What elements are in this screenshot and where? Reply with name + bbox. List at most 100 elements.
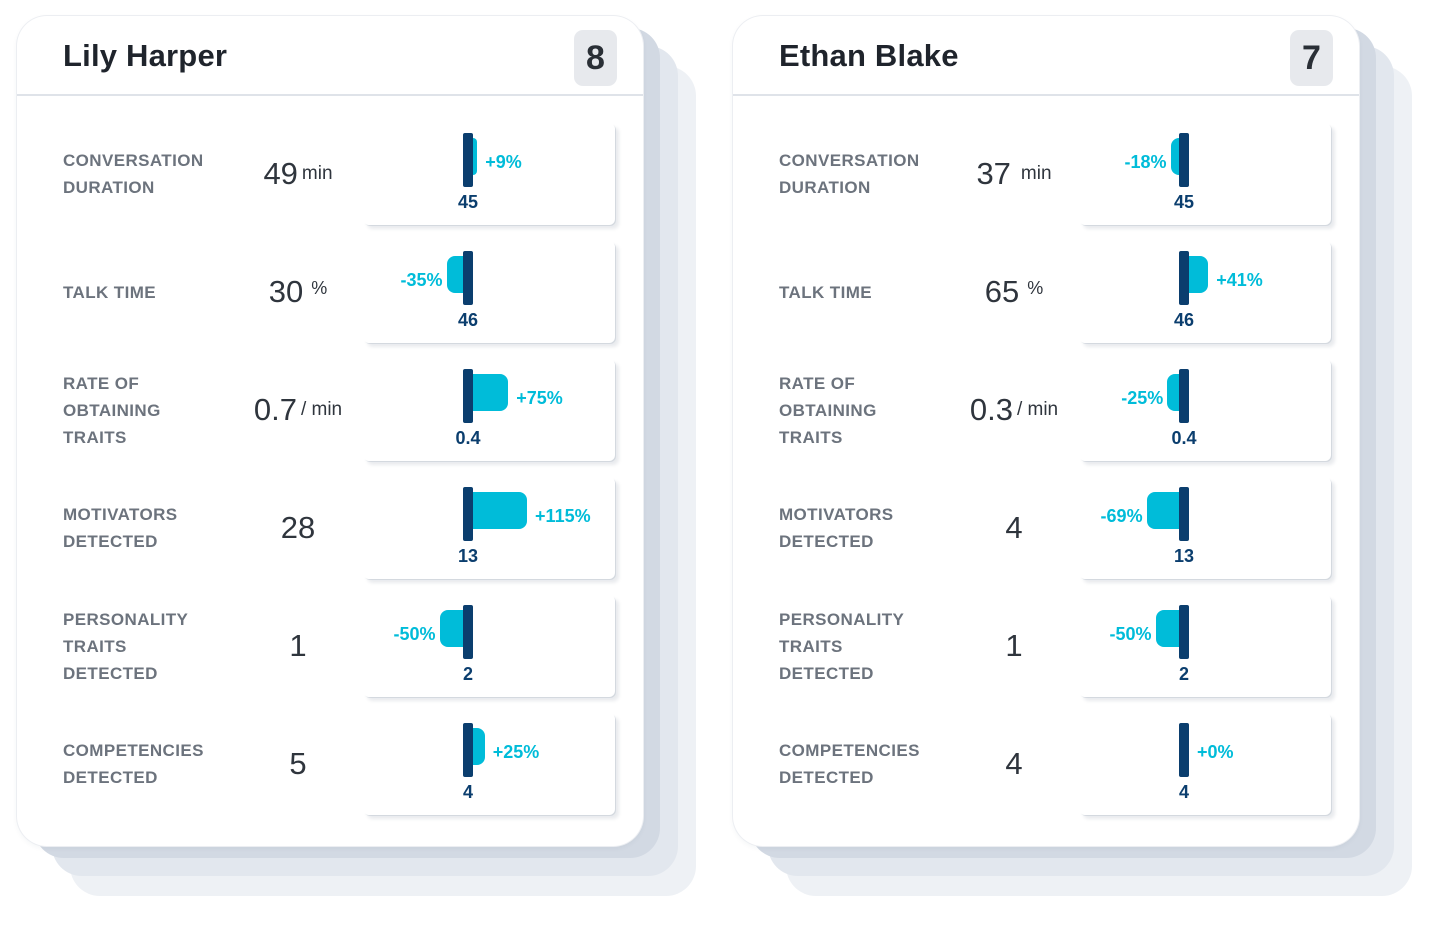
delta-bar bbox=[1155, 610, 1179, 647]
candidate-name: Ethan Blake bbox=[779, 38, 959, 73]
metric-number: 28 bbox=[280, 510, 316, 545]
metric-label: TALK TIME bbox=[63, 241, 233, 343]
metric-value: 1 bbox=[949, 595, 1079, 697]
metric-row: PERSONALITY TRAITS DETECTED 1 -50% 2 bbox=[17, 595, 643, 697]
benchmark-axis-line bbox=[463, 251, 473, 305]
benchmark-axis-line bbox=[463, 605, 473, 659]
delta-percent: -50% bbox=[393, 624, 436, 644]
metric-value: 0.3 / min bbox=[949, 359, 1079, 461]
metric-value: 37 min bbox=[949, 123, 1079, 225]
benchmark-axis-line bbox=[1179, 487, 1189, 541]
benchmark-axis-line bbox=[463, 133, 473, 187]
metric-label: MOTIVATORS DETECTED bbox=[779, 477, 949, 579]
metric-row: MOTIVATORS DETECTED 28 +115% 13 bbox=[17, 477, 643, 579]
card-header: Lily Harper 8 bbox=[17, 16, 643, 96]
metric-value: 0.7 / min bbox=[233, 359, 363, 461]
metric-label-line: DETECTED bbox=[63, 768, 158, 787]
metric-label-line: TALK TIME bbox=[63, 282, 156, 302]
metric-label-line: RATE OF bbox=[63, 373, 140, 393]
metric-label-line: DURATION bbox=[779, 178, 871, 197]
metric-number: 4 bbox=[1005, 510, 1023, 545]
benchmark-value: 4 bbox=[1178, 782, 1189, 802]
benchmark-axis-line bbox=[1179, 133, 1189, 187]
metric-label-line: PERSONALITY bbox=[779, 609, 905, 629]
benchmark-value: 4 bbox=[462, 782, 473, 802]
delta-bar bbox=[1189, 256, 1209, 293]
metric-number: 5 bbox=[289, 746, 307, 781]
metric-number: 37 bbox=[976, 156, 1011, 191]
benchmark-comparison: -35% 46 bbox=[363, 241, 615, 343]
delta-percent: +75% bbox=[516, 388, 563, 408]
metric-value: 1 bbox=[233, 595, 363, 697]
metric-label-line: TRAITS bbox=[779, 636, 843, 656]
delta-bar bbox=[439, 610, 463, 647]
delta-bar bbox=[1170, 138, 1179, 175]
metric-row: COMPETENCIES DETECTED 4 +0% 4 bbox=[733, 713, 1359, 815]
benchmark-comparison: -69% 13 bbox=[1079, 477, 1331, 579]
metric-value: 4 bbox=[949, 713, 1079, 815]
delta-bar bbox=[473, 728, 485, 765]
metric-label-line: TALK TIME bbox=[779, 282, 872, 302]
metric-label-line: DURATION bbox=[63, 178, 155, 197]
benchmark-value: 45 bbox=[457, 192, 479, 212]
benchmark-axis-line bbox=[463, 723, 473, 777]
metric-number: 0.7 bbox=[253, 392, 297, 427]
delta-bar bbox=[473, 492, 528, 529]
delta-percent: -18% bbox=[1124, 152, 1167, 172]
benchmark-comparison: +41% 46 bbox=[1079, 241, 1331, 343]
metric-label-line: OBTAINING bbox=[779, 400, 877, 420]
metric-number: 49 bbox=[263, 156, 298, 191]
benchmark-value: 13 bbox=[457, 546, 479, 566]
delta-bar bbox=[473, 374, 509, 411]
metric-label-line: DETECTED bbox=[63, 663, 158, 683]
benchmark-value: 46 bbox=[1173, 310, 1195, 330]
candidate-name: Lily Harper bbox=[63, 38, 228, 73]
delta-percent: -50% bbox=[1109, 624, 1152, 644]
metric-label: CONVERSATION DURATION bbox=[63, 123, 233, 225]
metric-label-line: DETECTED bbox=[63, 532, 158, 551]
score-badge: 7 bbox=[1290, 30, 1333, 86]
metric-label-line: CONVERSATION bbox=[63, 151, 204, 170]
metric-label-line: TRAITS bbox=[63, 427, 127, 447]
metric-label-line: CONVERSATION bbox=[779, 151, 920, 170]
delta-bar bbox=[473, 138, 478, 175]
metric-unit: / min bbox=[1016, 399, 1059, 420]
metric-label-line: OBTAINING bbox=[63, 400, 161, 420]
benchmark-comparison: -50% 2 bbox=[363, 595, 615, 697]
metric-value: 30 % bbox=[233, 241, 363, 343]
candidate-card[interactable]: Ethan Blake 7 CONVERSATION DURATION 37 m… bbox=[733, 16, 1359, 846]
score-badge: 8 bbox=[574, 30, 617, 86]
metric-label: CONVERSATION DURATION bbox=[779, 123, 949, 225]
delta-percent: +41% bbox=[1216, 270, 1263, 290]
delta-percent: +115% bbox=[535, 506, 591, 526]
metric-label-line: DETECTED bbox=[779, 768, 874, 787]
delta-percent: -25% bbox=[1121, 388, 1164, 408]
metric-row: CONVERSATION DURATION 49 min +9% 45 bbox=[17, 123, 643, 225]
metric-label: TALK TIME bbox=[779, 241, 949, 343]
benchmark-value: 45 bbox=[1173, 192, 1195, 212]
metric-label-line: MOTIVATORS bbox=[63, 505, 178, 524]
metric-value: 4 bbox=[949, 477, 1079, 579]
metric-unit: min bbox=[1020, 163, 1052, 184]
metric-label-line: DETECTED bbox=[779, 532, 874, 551]
metric-label-line: TRAITS bbox=[779, 427, 843, 447]
metric-row: MOTIVATORS DETECTED 4 -69% 13 bbox=[733, 477, 1359, 579]
metric-label: MOTIVATORS DETECTED bbox=[63, 477, 233, 579]
metric-label-line: COMPETENCIES bbox=[63, 741, 204, 760]
benchmark-axis-line bbox=[1179, 369, 1189, 423]
metric-label: RATE OF OBTAINING TRAITS bbox=[63, 359, 233, 461]
metric-unit: min bbox=[301, 163, 333, 184]
benchmark-comparison: +115% 13 bbox=[363, 477, 615, 579]
delta-percent: +0% bbox=[1197, 742, 1234, 762]
benchmark-comparison: +25% 4 bbox=[363, 713, 615, 815]
benchmark-comparison: +0% 4 bbox=[1079, 713, 1331, 815]
metric-label: PERSONALITY TRAITS DETECTED bbox=[63, 595, 233, 697]
benchmark-axis-line bbox=[463, 369, 473, 423]
metric-number: 1 bbox=[289, 628, 307, 663]
metric-value: 5 bbox=[233, 713, 363, 815]
metric-number: 1 bbox=[1005, 628, 1023, 663]
benchmark-comparison: +75% 0.4 bbox=[363, 359, 615, 461]
benchmark-comparison: -18% 45 bbox=[1079, 123, 1331, 225]
metric-label: COMPETENCIES DETECTED bbox=[779, 713, 949, 815]
candidate-card[interactable]: Lily Harper 8 CONVERSATION DURATION 49 m… bbox=[17, 16, 643, 846]
